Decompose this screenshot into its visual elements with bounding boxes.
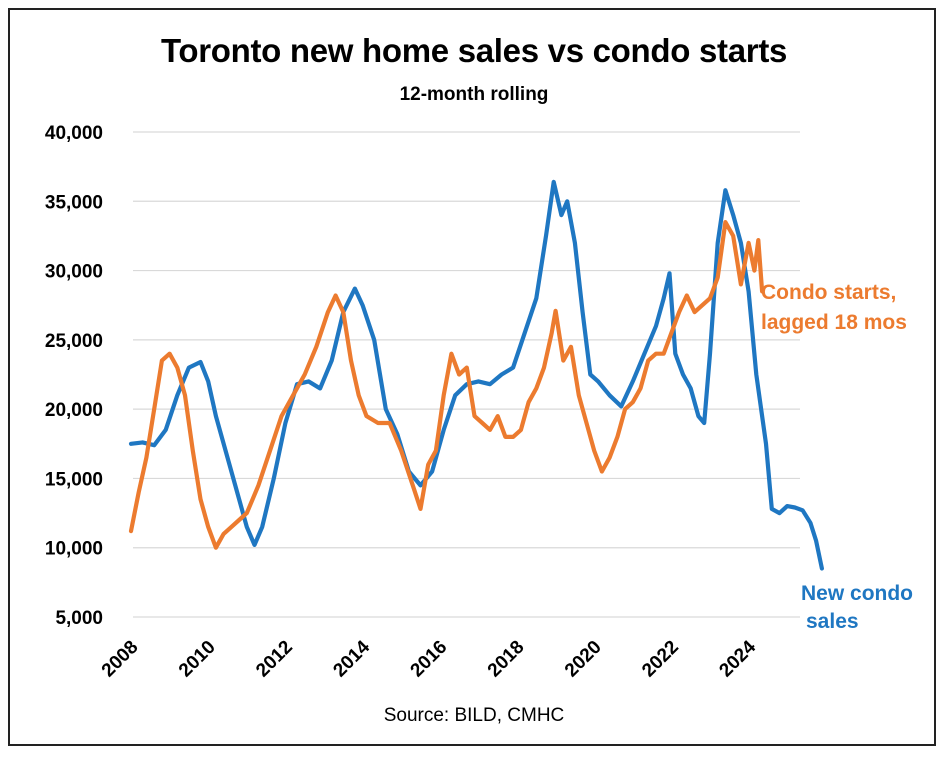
y-tick-label: 30,000 <box>45 262 103 283</box>
x-tick-label: 2022 <box>638 637 683 682</box>
x-tick-label: 2020 <box>561 637 606 682</box>
series-labels: New condo sales Condo starts, lagged 18 mos <box>761 281 913 633</box>
x-tick-label: 2016 <box>407 637 452 682</box>
y-tick-label: 20,000 <box>45 400 103 421</box>
y-tick-label: 25,000 <box>45 331 103 352</box>
x-tick-label: 2018 <box>484 637 529 682</box>
x-tick-label: 2012 <box>252 637 297 682</box>
y-tick-label: 35,000 <box>45 192 103 213</box>
y-tick-label: 10,000 <box>45 539 103 560</box>
y-axis-ticks: 5,000 10,000 15,000 20,000 25,000 30,000 35,00… <box>45 123 103 629</box>
y-tick-label: 15,000 <box>45 469 103 490</box>
series-label: New condo <box>801 582 913 605</box>
chart-source: Source: BILD, CMHC <box>383 705 565 726</box>
x-tick-label: 2008 <box>98 637 143 682</box>
x-tick-label: 2024 <box>715 636 760 681</box>
x-tick-label: 2014 <box>329 636 374 681</box>
y-tick-label: 5,000 <box>55 608 103 629</box>
y-tick-label: 40,000 <box>45 123 103 144</box>
series-label: lagged 18 mos <box>761 311 907 334</box>
x-axis-ticks: 2008 2010 2012 2014 2016 2018 2020 2022 2024 <box>98 636 761 681</box>
series-line-condo-starts <box>128 220 765 550</box>
x-tick-label: 2010 <box>175 637 220 682</box>
chart-frame <box>8 8 936 746</box>
gridlines <box>133 131 800 618</box>
series-label: Condo starts, <box>761 281 896 304</box>
chart-title: Toronto new home sales vs condo starts <box>160 32 788 69</box>
chart-subtitle: 12-month rolling <box>399 84 549 105</box>
series-label: sales <box>806 610 859 633</box>
series-lines <box>128 179 824 571</box>
series-line-new-condo-sales <box>128 179 824 571</box>
